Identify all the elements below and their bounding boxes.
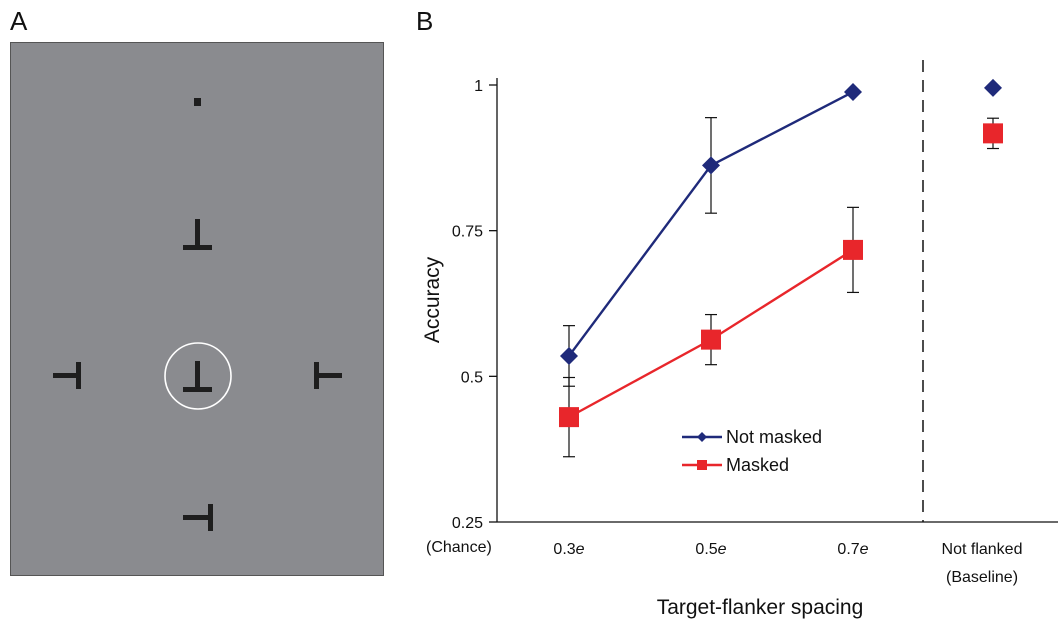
flanker-right-icon bbox=[314, 362, 342, 389]
series-layer bbox=[559, 78, 1003, 458]
y-axis-title: Accuracy bbox=[421, 256, 444, 343]
stimulus-display bbox=[10, 42, 384, 576]
stimulus-svg bbox=[53, 98, 342, 531]
target-icon bbox=[183, 361, 212, 392]
baseline-label-line2: (Baseline) bbox=[946, 569, 1018, 586]
y-ticks: 0.25 0.5 0.75 1 bbox=[452, 78, 497, 532]
panel-b-label: B bbox=[416, 6, 434, 36]
baseline-label-line1: Not flanked bbox=[942, 541, 1023, 558]
y-tick-label: 0.5 bbox=[461, 369, 483, 386]
legend: Not masked Masked bbox=[682, 427, 822, 475]
diamond-marker bbox=[560, 346, 578, 365]
y-tick-label: 0.75 bbox=[452, 224, 483, 241]
fixation-dot bbox=[194, 98, 201, 106]
x-tick-label: 0.7e bbox=[837, 541, 868, 558]
diamond-marker bbox=[702, 156, 720, 175]
square-marker bbox=[701, 329, 721, 350]
panel-a-label: A bbox=[10, 6, 28, 36]
flanker-top-icon bbox=[183, 219, 212, 250]
x-tick-label: 0.5e bbox=[695, 541, 726, 558]
flanker-bottom-icon bbox=[183, 504, 213, 531]
square-marker bbox=[559, 407, 579, 428]
y-tick-label: 1 bbox=[474, 78, 483, 95]
diamond-marker bbox=[844, 82, 862, 101]
chart-axes bbox=[496, 60, 1058, 523]
square-marker bbox=[983, 123, 1003, 144]
y-chance-label: (Chance) bbox=[426, 539, 492, 556]
error-bars-group bbox=[563, 117, 717, 387]
series-diamond bbox=[560, 78, 1002, 365]
error-bars-group bbox=[563, 117, 999, 458]
x-axis-title: Target-flanker spacing bbox=[657, 596, 864, 619]
diamond-marker bbox=[697, 432, 707, 442]
square-marker bbox=[843, 239, 863, 260]
x-ticks: 0.3e 0.5e 0.7e bbox=[553, 541, 868, 558]
flanker-left-icon bbox=[53, 362, 81, 389]
diamond-marker bbox=[984, 78, 1002, 97]
square-marker bbox=[697, 460, 707, 470]
target-circle bbox=[164, 342, 232, 410]
y-tick-label: 0.25 bbox=[452, 515, 483, 532]
legend-label: Masked bbox=[726, 455, 789, 475]
legend-label: Not masked bbox=[726, 427, 822, 447]
x-tick-label: 0.3e bbox=[553, 541, 584, 558]
series-square bbox=[559, 123, 1003, 428]
